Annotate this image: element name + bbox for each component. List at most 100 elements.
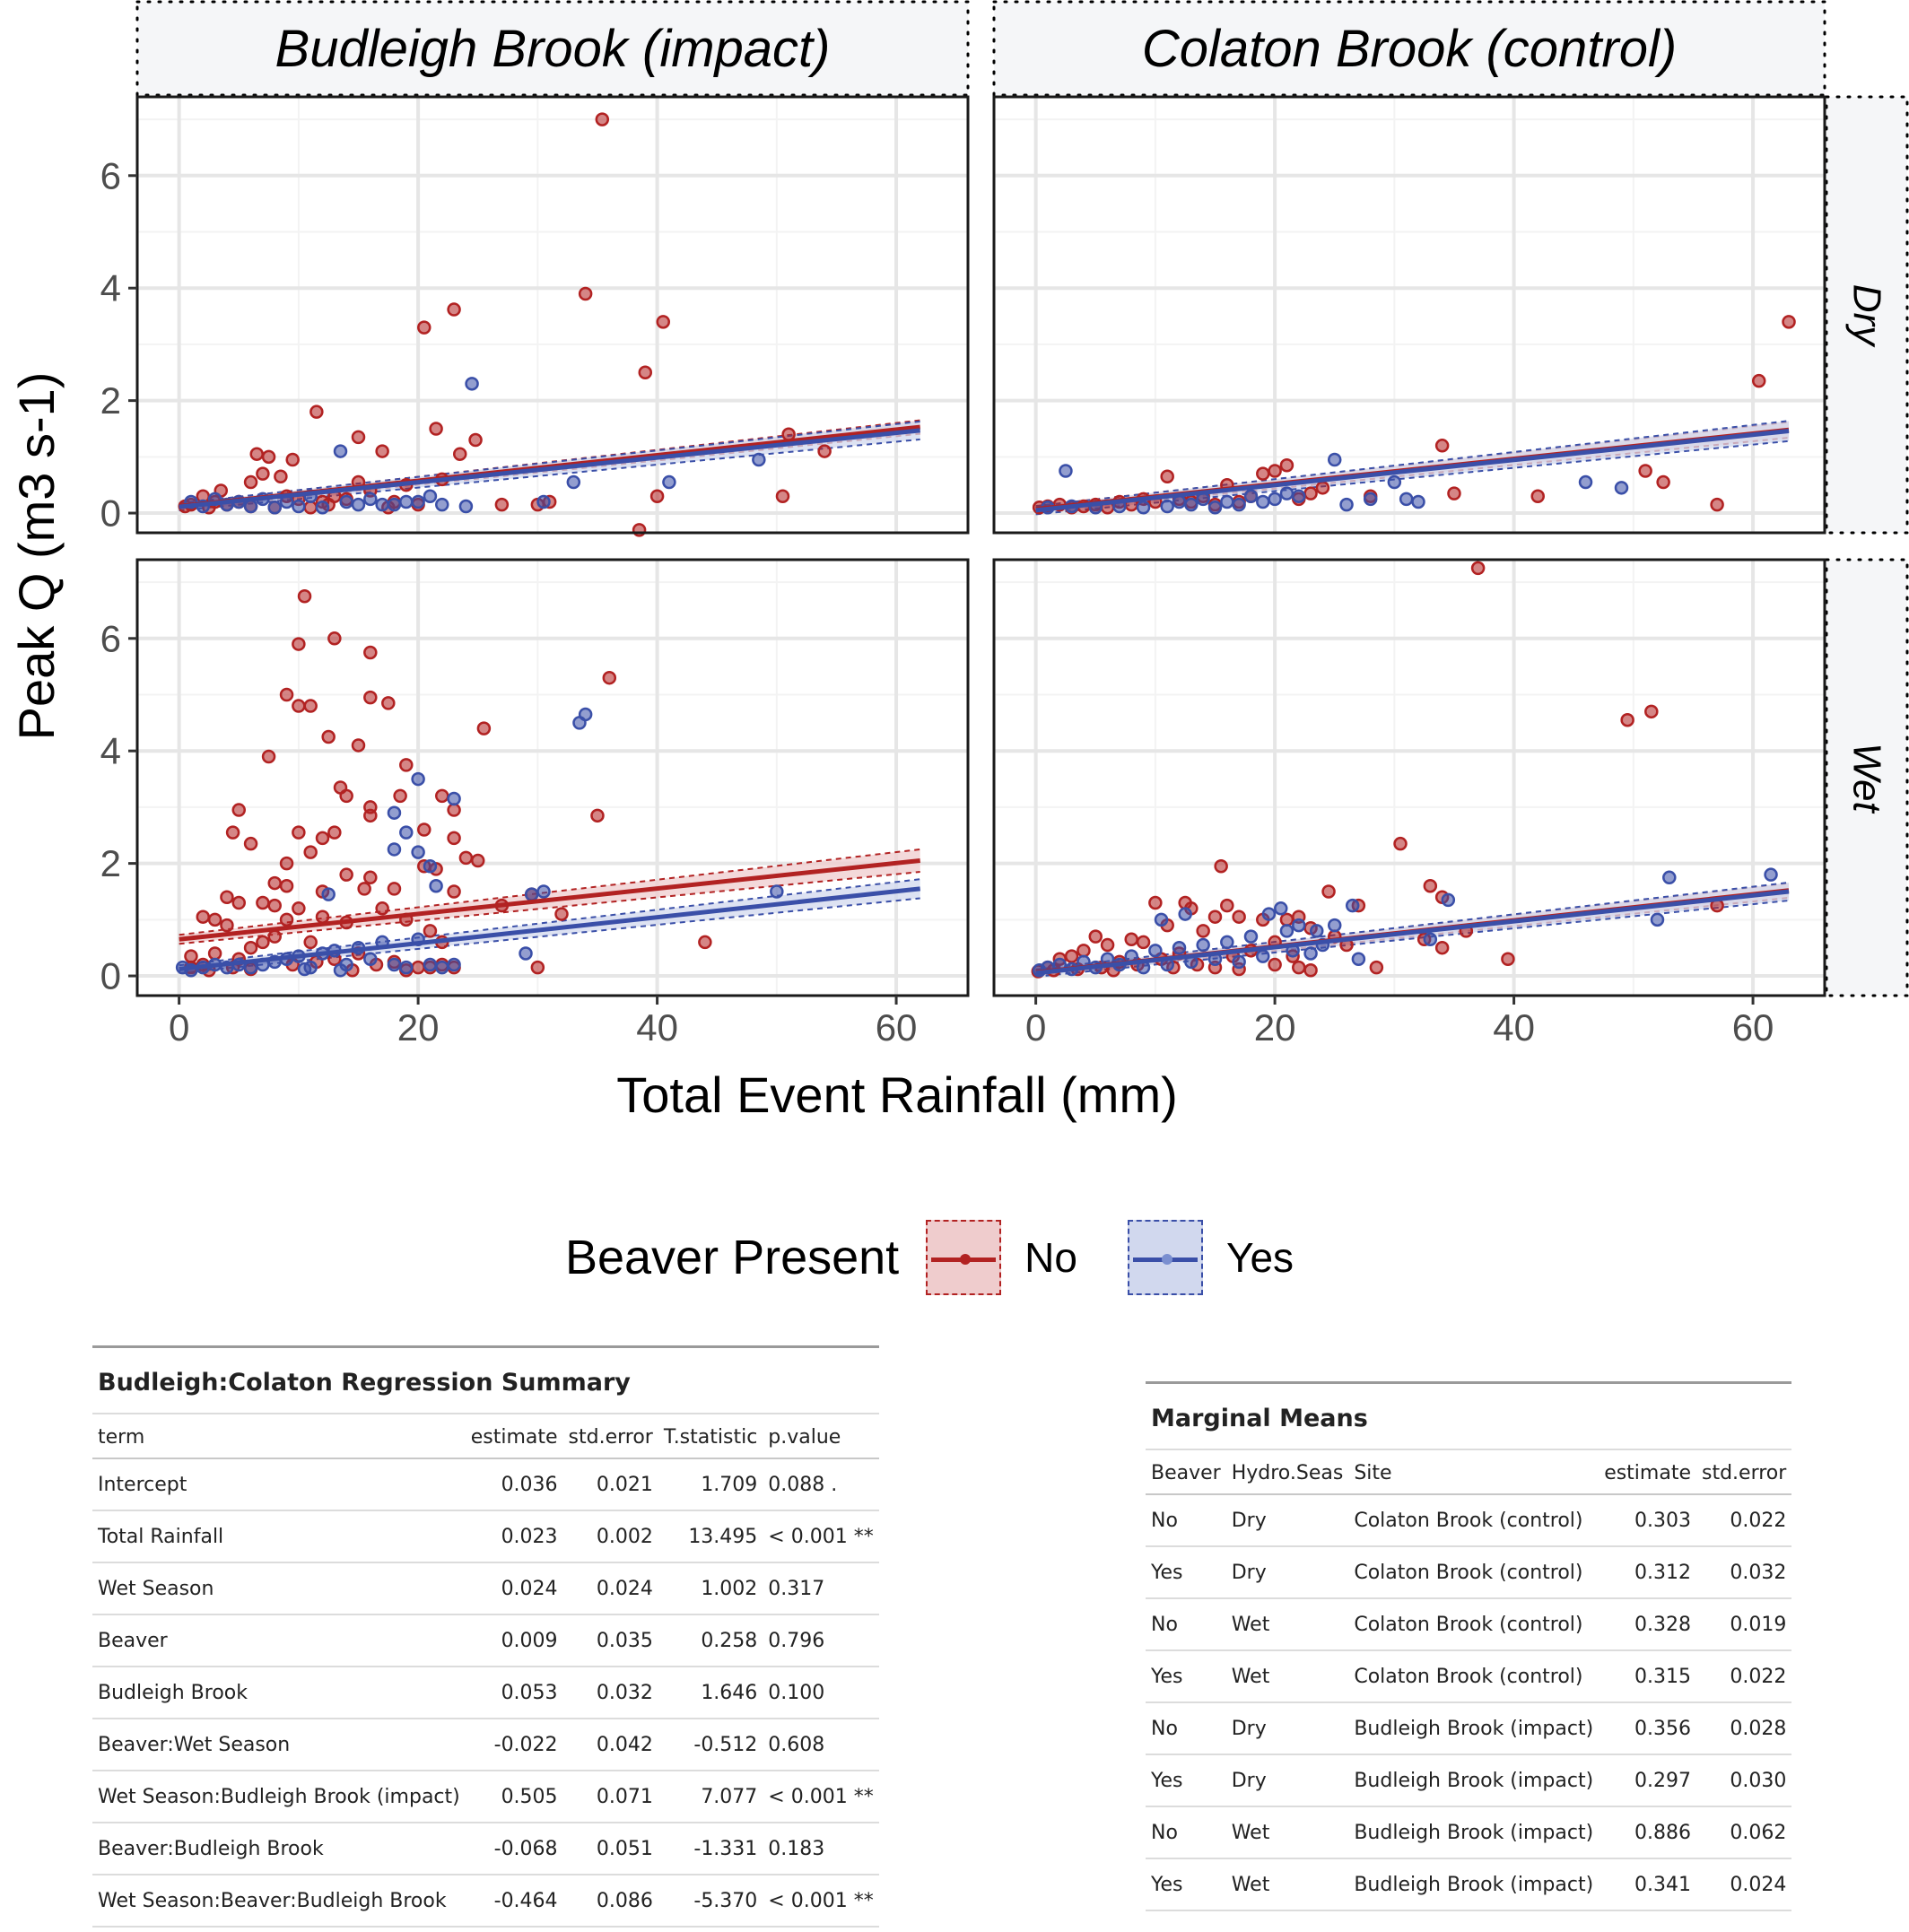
- data-point-yes: [1256, 494, 1270, 509]
- table-row: No Dry Budleigh Brook (impact) 0.356 0.028: [1146, 1702, 1792, 1755]
- data-point-yes: [1339, 497, 1354, 512]
- data-point-no: [303, 500, 318, 515]
- table-cell: 0.608: [763, 1719, 879, 1771]
- legend-label-yes: Yes: [1225, 1234, 1294, 1281]
- data-point-no: [279, 878, 294, 893]
- data-point-no: [1530, 489, 1545, 503]
- y-tick-label: 2: [100, 379, 121, 422]
- table-cell: -0.068: [465, 1823, 563, 1875]
- data-point-no: [292, 825, 306, 840]
- legend-key-no: [926, 1220, 1002, 1295]
- data-point-yes: [1136, 500, 1151, 515]
- data-point-no: [1148, 895, 1163, 910]
- table-cell: 0.042: [562, 1719, 658, 1771]
- column-header: Hydro.Seas: [1225, 1449, 1349, 1495]
- table-cell: Yes: [1146, 1650, 1226, 1703]
- table-cell: 0.258: [658, 1614, 763, 1667]
- data-point-no: [279, 687, 294, 702]
- data-point-yes: [536, 494, 551, 509]
- data-point-no: [1268, 957, 1282, 972]
- data-point-no: [297, 589, 312, 604]
- table-cell: Dry: [1225, 1754, 1349, 1807]
- data-point-no: [1303, 963, 1318, 978]
- data-point-no: [279, 912, 294, 927]
- data-point-yes: [1261, 907, 1277, 921]
- data-point-yes: [1650, 912, 1665, 927]
- data-point-yes: [1292, 918, 1306, 933]
- data-point-no: [1207, 909, 1223, 924]
- data-point-no: [231, 803, 247, 817]
- column-header: std.error: [1696, 1449, 1792, 1495]
- table-cell: Beaver:Wet Season: [92, 1719, 466, 1771]
- table-cell: Intercept: [92, 1458, 466, 1511]
- data-point-no: [411, 960, 425, 975]
- data-point-no: [243, 940, 258, 955]
- confidence-bound: [1035, 900, 1790, 978]
- data-point-yes: [1268, 492, 1282, 507]
- panel-border: [992, 95, 1826, 535]
- data-point-yes: [315, 500, 330, 515]
- data-point-no: [351, 430, 366, 445]
- data-point-yes: [411, 771, 425, 787]
- data-point-yes: [458, 499, 474, 514]
- data-point-yes: [1220, 935, 1234, 950]
- data-point-no: [1124, 932, 1138, 947]
- data-point-no: [1088, 929, 1103, 944]
- data-point-no: [1315, 481, 1330, 495]
- y-tick-label: 4: [100, 730, 121, 772]
- data-point-no: [1268, 464, 1282, 478]
- data-point-no: [1256, 466, 1270, 481]
- data-point-yes: [267, 500, 282, 515]
- data-point-no: [267, 875, 282, 891]
- data-point-no: [375, 901, 389, 916]
- panel-background: [994, 560, 1825, 996]
- y-tick-label: 0: [100, 492, 121, 535]
- data-point-yes: [519, 946, 533, 961]
- table-cell: Wet Season: [92, 1562, 466, 1615]
- data-point-yes: [572, 716, 587, 730]
- data-point-no: [274, 469, 288, 484]
- y-tick-label: 6: [100, 154, 121, 196]
- data-point-yes: [292, 499, 306, 514]
- data-point-no: [184, 949, 198, 963]
- data-point-yes: [411, 494, 425, 509]
- data-point-no: [590, 808, 605, 823]
- data-point-no: [309, 405, 324, 419]
- data-point-no: [225, 825, 240, 840]
- data-point-no: [1434, 439, 1450, 453]
- data-point-no: [393, 788, 407, 804]
- table-cell: 0.032: [1696, 1546, 1792, 1599]
- data-point-yes: [1764, 867, 1778, 882]
- legend-label-no: No: [1024, 1234, 1077, 1281]
- data-point-no: [494, 497, 510, 512]
- table-row: No Wet Colaton Brook (control) 0.328 0.019: [1146, 1598, 1792, 1651]
- confidence-bound: [1035, 881, 1790, 970]
- data-point-no: [207, 946, 222, 961]
- data-point-yes: [465, 377, 479, 391]
- table-cell: Dry: [1225, 1702, 1349, 1755]
- table-cell: Colaton Brook (control): [1348, 1494, 1600, 1547]
- table-cell: 1.646: [658, 1667, 763, 1719]
- data-point-yes: [399, 494, 414, 509]
- data-point-no: [243, 474, 258, 490]
- data-point-yes: [1274, 901, 1288, 916]
- facet-strip-label: Budleigh Brook (impact): [275, 20, 831, 78]
- table-row: Wet Season:Budleigh Brook (impact) 0.505 0…: [92, 1771, 879, 1823]
- table-cell: Wet Season:Beaver:Budleigh Brook: [92, 1875, 466, 1928]
- data-point-no: [1710, 497, 1724, 512]
- data-point-yes: [387, 497, 402, 512]
- facet-strip-row: [1825, 558, 1909, 997]
- table-cell: 0.317: [763, 1562, 879, 1615]
- table-cell: 0.030: [1696, 1754, 1792, 1807]
- marginal-means-table: Marginal Means Beaver Hydro.Seas Site es…: [1146, 1381, 1792, 1911]
- y-tick-label: 2: [100, 842, 121, 884]
- table-row: No Wet Budleigh Brook (impact) 0.886 0.062: [1146, 1806, 1792, 1859]
- data-point-no: [220, 918, 234, 933]
- data-point-no: [638, 365, 653, 380]
- data-point-yes: [566, 474, 581, 490]
- column-header: std.error: [562, 1413, 658, 1459]
- table-row: Total Rainfall 0.023 0.002 13.495 < 0.001 **: [92, 1510, 879, 1563]
- data-point-no: [315, 909, 330, 924]
- fit-line-yes: [1035, 429, 1790, 513]
- legend: Beaver Present No Yes: [0, 1213, 1909, 1302]
